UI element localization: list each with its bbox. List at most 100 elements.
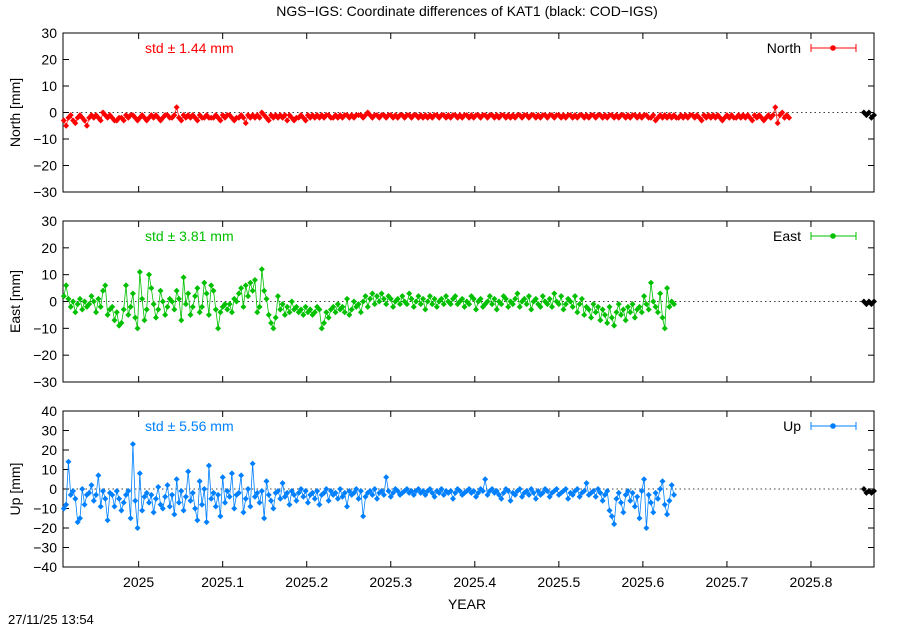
data-point [192, 293, 199, 300]
data-point [323, 309, 330, 316]
data-point [355, 495, 362, 502]
data-point [652, 489, 659, 496]
data-point [772, 104, 779, 111]
y-tick-label: 10 [41, 78, 57, 94]
data-point [362, 493, 369, 500]
data-point [624, 303, 631, 310]
data-point [615, 489, 622, 496]
data-point [150, 301, 157, 308]
data-point [235, 290, 242, 297]
data-point [217, 117, 224, 124]
data-point [99, 287, 106, 294]
data-point [505, 487, 512, 494]
y-tick-label: −10 [33, 501, 57, 517]
data-point [661, 501, 668, 508]
y-tick-label: −10 [33, 131, 57, 147]
data-point [157, 287, 164, 294]
data-point [408, 487, 415, 494]
data-point [613, 309, 620, 316]
data-point [201, 486, 208, 492]
y-tick-label: 0 [49, 105, 57, 121]
data-point [657, 290, 664, 297]
data-point [178, 487, 185, 494]
data-point [187, 497, 194, 504]
data-point [671, 491, 678, 498]
data-point [429, 489, 436, 496]
data-point [652, 303, 659, 310]
data-point [408, 295, 415, 302]
data-point [263, 295, 270, 302]
data-point [242, 282, 249, 289]
data-point [530, 489, 537, 496]
data-point [371, 301, 378, 308]
data-point [79, 306, 86, 313]
data-point [394, 295, 401, 302]
data-point [371, 486, 378, 492]
data-point [95, 295, 102, 302]
data-point [226, 493, 233, 500]
data-point [284, 303, 291, 310]
data-point [116, 495, 123, 502]
data-point [362, 293, 369, 300]
data-point [293, 497, 300, 504]
data-point [461, 303, 468, 310]
data-point [123, 491, 130, 498]
data-point [157, 501, 164, 508]
data-point [72, 309, 79, 316]
data-point [86, 489, 93, 496]
x-axis-label: YEAR [448, 596, 486, 612]
data-point [175, 295, 182, 302]
data-point [608, 513, 615, 520]
data-point [574, 486, 581, 492]
data-point [277, 495, 284, 502]
data-point [636, 303, 643, 310]
data-point [634, 493, 641, 500]
data-point [263, 478, 270, 485]
data-point [318, 325, 325, 332]
data-point [466, 301, 473, 308]
black-data-point [871, 112, 877, 119]
data-point [70, 298, 77, 305]
y-tick-label: 20 [41, 442, 57, 458]
data-point [60, 293, 67, 300]
data-point [132, 314, 139, 321]
x-tick-label: 2025.5 [537, 574, 580, 590]
y-tick-label: −20 [33, 158, 57, 174]
data-point [79, 486, 86, 492]
data-point [519, 493, 526, 500]
data-point [136, 268, 143, 275]
data-point [604, 487, 611, 494]
data-point [194, 117, 201, 124]
y-tick-label: −30 [33, 184, 57, 200]
data-point [645, 306, 652, 313]
data-point [611, 322, 618, 329]
data-point [532, 295, 539, 302]
data-point [162, 311, 169, 318]
legend-marker [830, 423, 836, 429]
data-point [286, 501, 293, 508]
data-point [357, 487, 364, 494]
data-point [284, 117, 291, 124]
data-point [166, 503, 173, 510]
data-point [293, 303, 300, 310]
x-tick-label: 2025.1 [201, 574, 244, 590]
data-point [420, 295, 427, 302]
data-point [120, 306, 127, 313]
data-point [141, 493, 148, 500]
data-point [339, 493, 346, 500]
data-point [597, 317, 604, 324]
y-tick-label: −20 [33, 520, 57, 536]
data-point [314, 487, 321, 494]
data-point [479, 487, 486, 494]
data-point [60, 505, 67, 512]
data-point [641, 293, 648, 300]
data-point [500, 489, 507, 496]
data-point [242, 120, 249, 127]
y-axis-label: East [mm] [7, 270, 23, 333]
data-point [493, 487, 500, 494]
data-point [67, 112, 74, 119]
data-point [344, 295, 351, 302]
data-point [387, 493, 394, 500]
data-point [668, 482, 675, 489]
